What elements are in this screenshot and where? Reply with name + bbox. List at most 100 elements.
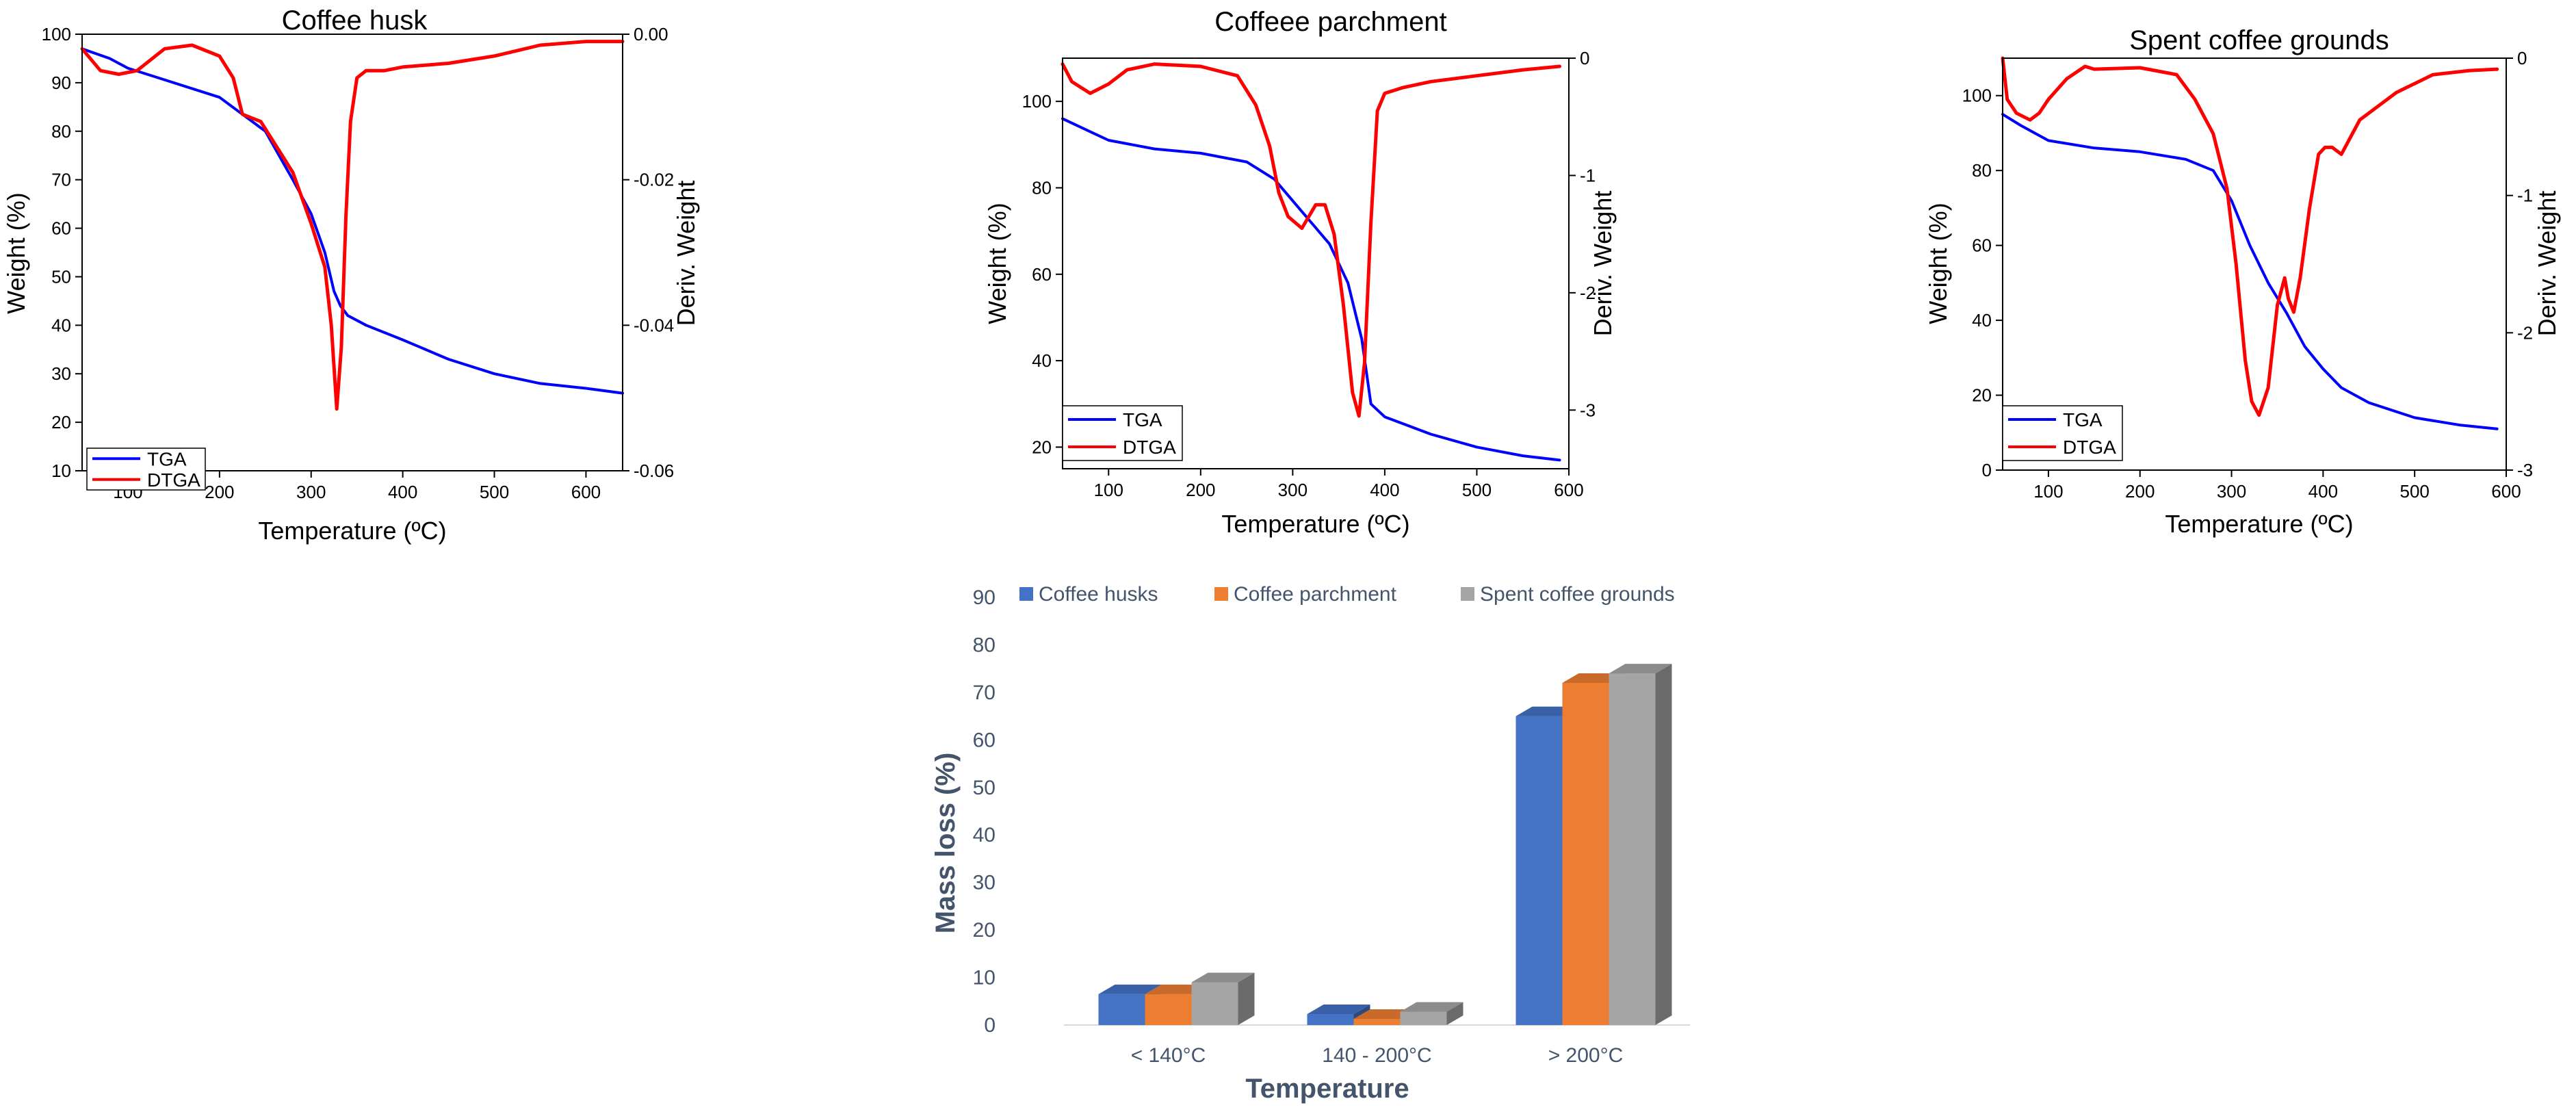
bar-front-face: [1191, 982, 1238, 1025]
bar-front-face: [1145, 994, 1192, 1025]
x-tick-label: 600: [1554, 480, 1583, 500]
y-tick-label: 10: [51, 461, 71, 481]
legend-label-tga: TGA: [1123, 409, 1162, 430]
y-right-axis-label: Deriv. Weight: [2533, 191, 2561, 337]
y-right-tick-label: -1: [1580, 165, 1596, 185]
bar-front-face: [1098, 994, 1145, 1025]
series-line-dtga: [2001, 56, 2499, 417]
x-tick-label: 300: [1278, 480, 1307, 500]
bar-x-axis-label: Temperature: [1245, 1074, 1409, 1104]
legend-label-dtga: DTGA: [2063, 437, 2116, 458]
bar-top-face: [1098, 984, 1162, 994]
tga-chart-1: Coffee husk 100 200 300 400 500 600 10 20 30 40 50 6…: [2, 5, 700, 545]
x-axis-label: Temperature (ºC): [2165, 510, 2353, 538]
y-tick-label: 60: [51, 218, 71, 239]
bar-y-tick-label: 50: [973, 777, 996, 799]
bar-legend-swatch: [1214, 587, 1228, 601]
mass-loss-bar-chart: 0 10 20 30 40 50 60 70 80 90 < 140°C 140 - 200°C > 2…: [931, 583, 1690, 1104]
y-right-tick-label: -2: [1580, 283, 1596, 303]
x-tick-label: 400: [2308, 481, 2338, 502]
y-right-tick-label: 0: [1580, 48, 1589, 68]
y-tick-label: 100: [42, 24, 71, 44]
bar-y-tick-label: 60: [973, 729, 996, 751]
bar-legend-label: Spent coffee grounds: [1480, 583, 1675, 606]
bar-side-face: [1238, 972, 1255, 1025]
legend-label-dtga: DTGA: [1123, 437, 1176, 458]
y-tick-label: 20: [51, 412, 71, 432]
x-tick-label: 500: [1462, 480, 1492, 500]
bar-category-label: 140 - 200°C: [1322, 1044, 1431, 1067]
y-tick-label: 80: [51, 121, 71, 142]
plot-frame: [2002, 57, 2507, 471]
y-tick-label: 60: [1972, 235, 1992, 256]
y-right-tick-label: -0.04: [634, 315, 674, 335]
bar-y-axis-label: Mass loss (%): [931, 753, 961, 934]
bar-y-tick-label: 0: [984, 1014, 996, 1037]
bar-1-3: [1191, 972, 1255, 1025]
chart-title: Coffeee parchment: [1214, 7, 1446, 37]
y-tick-label: 40: [1972, 310, 1992, 331]
series-line-tga: [2001, 113, 2499, 430]
y-tick-label: 70: [51, 170, 71, 190]
bar-top-face: [1609, 664, 1672, 674]
legend-label-tga: TGA: [2063, 409, 2103, 430]
y-axis-label: Weight (%): [2, 192, 30, 313]
x-tick-label: 600: [571, 482, 601, 502]
legend: TGA DTGA: [1062, 405, 1183, 461]
x-tick-label: 200: [2125, 481, 2155, 502]
plot-frame: [81, 34, 623, 471]
x-axis-label: Temperature (ºC): [1221, 510, 1409, 538]
x-tick-label: 100: [1094, 480, 1123, 500]
y-right-tick-label: -0.06: [634, 461, 674, 481]
bar-top-face: [1307, 1005, 1370, 1015]
bar-front-face: [1400, 1011, 1447, 1025]
bar-side-face: [1446, 1002, 1463, 1025]
y-tick-label: 20: [1972, 385, 1992, 406]
bar-2-3: [1400, 1002, 1463, 1025]
y-tick-label: 80: [1972, 160, 1992, 181]
y-tick-label: 60: [1032, 264, 1052, 285]
bar-y-tick-label: 30: [973, 872, 996, 894]
bar-3-3: [1609, 664, 1672, 1025]
x-tick-label: 500: [480, 482, 509, 502]
legend-box: [1062, 405, 1183, 461]
y-right-axis-label: Deriv. Weight: [1589, 191, 1617, 337]
y-tick-label: 40: [51, 315, 71, 335]
bar-2-1: [1307, 1005, 1370, 1025]
x-tick-label: 400: [1370, 480, 1399, 500]
bar-front-face: [1515, 716, 1563, 1025]
x-tick-label: 400: [388, 482, 417, 502]
bar-front-face: [1609, 673, 1656, 1025]
series-line-tga: [1061, 117, 1561, 462]
series-line-dtga: [80, 40, 625, 411]
bar-legend-swatch: [1019, 587, 1033, 601]
legend: TGA DTGA: [2002, 405, 2123, 461]
y-right-tick-label: 0.00: [634, 24, 668, 44]
y-tick-label: 30: [51, 363, 71, 384]
x-tick-label: 100: [2033, 481, 2063, 502]
legend-box: [2002, 405, 2123, 461]
y-right-tick-label: -0.02: [634, 170, 674, 190]
bar-legend-label: Coffee husks: [1039, 583, 1158, 606]
legend-label-tga: TGA: [147, 448, 187, 469]
bar-category-label: < 140°C: [1131, 1044, 1206, 1067]
bar-category-label: > 200°C: [1548, 1044, 1624, 1067]
chart-title: Spent coffee grounds: [2129, 25, 2389, 55]
x-tick-label: 300: [2217, 481, 2246, 502]
y-right-tick-label: -2: [2517, 322, 2533, 343]
x-tick-label: 600: [2491, 481, 2521, 502]
x-tick-label: 200: [1186, 480, 1215, 500]
x-tick-label: 300: [296, 482, 326, 502]
x-axis-label: Temperature (ºC): [258, 517, 446, 545]
x-tick-label: 200: [205, 482, 234, 502]
bar-top-face: [1400, 1002, 1463, 1012]
bar-y-tick-label: 80: [973, 634, 996, 656]
y-tick-label: 100: [1962, 86, 1992, 106]
y-right-tick-label: -3: [2517, 460, 2533, 480]
bar-front-face: [1307, 1014, 1354, 1025]
bar-side-face: [1655, 664, 1672, 1025]
